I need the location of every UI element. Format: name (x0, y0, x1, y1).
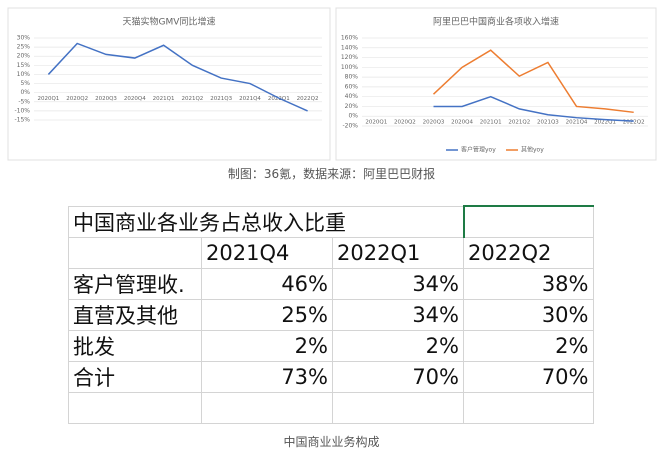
legend-label: 客户管理yoy (461, 146, 496, 154)
x-tick-label: 2022Q2 (623, 120, 645, 126)
y-tick-label: 20% (17, 53, 31, 60)
legend-label: 其他yoy (521, 146, 544, 154)
y-tick-label: -5% (18, 98, 30, 105)
cell (332, 392, 464, 424)
header-cell: 2022Q2 (463, 237, 594, 269)
x-tick-label: 2022Q1 (268, 96, 290, 102)
x-tick-label: 2020Q2 (394, 120, 416, 126)
chart-frame (335, 7, 657, 161)
cell (201, 392, 333, 424)
y-tick-label: 80% (345, 74, 359, 81)
cell: 38% (463, 268, 594, 300)
cell (68, 392, 202, 424)
x-tick-label: 2020Q1 (37, 96, 59, 102)
y-tick-label: 40% (345, 93, 359, 100)
x-tick-label: 2020Q1 (365, 120, 387, 126)
y-tick-label: 0% (348, 113, 358, 120)
cell: 2% (463, 330, 594, 362)
table-caption: 中国商业业务构成 (283, 435, 380, 449)
line (433, 95, 634, 122)
table-title: 中国商业各业务占总收入比重 (68, 205, 464, 238)
x-tick-label: 2021Q2 (181, 96, 203, 102)
cell (463, 392, 594, 424)
x-tick-label: 2020Q4 (124, 96, 146, 102)
x-tick-label: 2021Q2 (508, 120, 530, 126)
y-tick-label: 140% (341, 44, 358, 51)
row-label: 批发 (68, 330, 202, 362)
caption: 制图：36氪，数据来源：阿里巴巴财报 (227, 167, 436, 181)
row-label: 合计 (68, 361, 202, 393)
y-tick-label: 10% (17, 71, 31, 78)
x-tick-label: 2021Q3 (210, 96, 232, 102)
header-cell: 2021Q4 (201, 237, 333, 269)
y-tick-label: 5% (20, 80, 30, 87)
y-tick-label: 15% (17, 62, 31, 69)
cell: 2% (332, 330, 464, 362)
cell: 70% (332, 361, 464, 393)
x-tick-label: 2022Q2 (297, 96, 319, 102)
y-tick-label: 100% (341, 64, 358, 71)
cell: 34% (332, 299, 464, 331)
chart-title: 阿里巴巴中国商业各项收入增速 (433, 16, 559, 28)
y-tick-label: 0% (20, 89, 30, 96)
line (432, 49, 634, 114)
x-tick-label: 2021Q1 (480, 120, 502, 126)
cell: 30% (463, 299, 594, 331)
y-tick-label: -10% (14, 107, 30, 114)
y-tick-label: -15% (14, 117, 30, 124)
cell (462, 205, 594, 238)
cell (68, 237, 202, 269)
cell: 73% (201, 361, 333, 393)
x-tick-label: 2020Q4 (451, 120, 473, 126)
x-tick-label: 2021Q4 (239, 96, 261, 102)
y-tick-label: 120% (341, 54, 358, 61)
line (47, 42, 308, 112)
x-tick-label: 2022Q1 (594, 120, 616, 126)
cell: 2% (201, 330, 333, 362)
table: 中国商业各业务占总收入比重 2021Q4 2022Q1 2022Q2 客户管理收. 4… (68, 205, 594, 424)
x-tick-label: 2020Q2 (66, 96, 88, 102)
y-tick-label: 60% (345, 83, 359, 90)
cell: 25% (201, 299, 333, 331)
header-cell: 2022Q1 (332, 237, 464, 269)
y-tick-label: 20% (345, 103, 359, 110)
cell: 34% (332, 268, 464, 300)
cell: 70% (463, 361, 594, 393)
x-tick-label: 2020Q3 (423, 120, 445, 126)
y-tick-label: -20% (342, 123, 358, 130)
x-tick-label: 2021Q3 (537, 120, 559, 126)
chart-frame (7, 7, 331, 161)
y-tick-label: 30% (17, 35, 31, 42)
y-tick-label: 160% (341, 35, 358, 42)
x-tick-label: 2021Q1 (153, 96, 175, 102)
y-tick-label: 25% (17, 44, 31, 51)
chart-title: 天猫实物GMV同比增速 (123, 16, 216, 28)
cell: 46% (201, 268, 333, 300)
x-tick-label: 2021Q4 (566, 120, 588, 126)
row-label: 直营及其他 (68, 299, 202, 331)
charts: 天猫实物GMV同比增速 -15% -10% -5% 0% 5% 10% 15% 20% 25% 30… (7, 7, 657, 161)
row-label: 客户管理收. (68, 268, 202, 300)
x-tick-label: 2020Q3 (95, 96, 117, 102)
